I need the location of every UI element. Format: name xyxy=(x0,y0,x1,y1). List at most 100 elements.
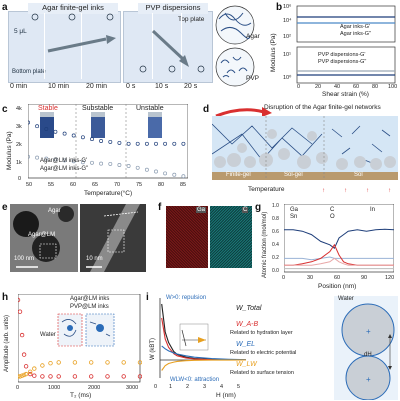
g-ytick-5: 1.0 xyxy=(272,203,279,209)
legend-pvp: PVP xyxy=(246,75,260,82)
h-point-0-1 xyxy=(18,309,23,314)
c-point-0-13 xyxy=(144,141,149,146)
h-point-1-6 xyxy=(32,366,37,371)
b-ylabel: Modulus (Pa) xyxy=(270,33,277,72)
panel-g-chart xyxy=(284,204,394,273)
c-xtick-3: 65 xyxy=(92,182,99,188)
i-w-ab: W_A-B xyxy=(236,321,259,328)
i-attraction: WLW<0: attraction xyxy=(170,377,220,383)
c-point-1-5 xyxy=(71,159,76,164)
c-point-1-16 xyxy=(172,172,177,177)
h-point-1-13 xyxy=(121,360,126,365)
panel-c-label: c xyxy=(2,104,8,115)
b-xtick-5: 100 xyxy=(388,84,398,90)
g-legend-in: In xyxy=(370,207,376,213)
c-ytick-3: 3k xyxy=(16,124,22,130)
c-point-1-8 xyxy=(99,161,104,166)
c-xtick-0: 50 xyxy=(26,182,33,188)
panel-f-label: f xyxy=(158,202,162,213)
d-temperature: Temperature xyxy=(248,186,285,193)
c-state-substable: Substable xyxy=(82,105,114,112)
h-point-0-10 xyxy=(72,374,78,379)
h-point-1-9 xyxy=(56,360,61,365)
agar-time-1: 10 min xyxy=(48,83,70,90)
c-ytick-0: 0 xyxy=(18,176,22,182)
svg-text:↑: ↑ xyxy=(344,188,347,194)
c-point-1-11 xyxy=(126,164,131,168)
vial-unstable xyxy=(148,116,162,138)
g-ytick-1: 0.2 xyxy=(272,255,279,261)
e-agar-label: Agar xyxy=(48,208,61,214)
i-ylabel: W (kBT) xyxy=(150,338,156,360)
panel-b-chart xyxy=(296,5,396,84)
h-point-0-14 xyxy=(137,374,142,379)
i-w-el: W_EL xyxy=(236,341,256,348)
c-xtick-1: 55 xyxy=(48,182,55,188)
f-ga-label: Ga xyxy=(196,207,207,213)
h-point-0-12 xyxy=(105,374,110,379)
i-xtick-5: 5 xyxy=(237,384,241,390)
i-particle-illustration: + + xyxy=(334,296,398,400)
g-xtick-0: 0 xyxy=(282,275,286,281)
f-ga-map xyxy=(166,206,208,268)
agar-arrow xyxy=(31,13,116,53)
g-ytick-4: 0.8 xyxy=(272,216,279,222)
c-point-0-8 xyxy=(99,139,104,143)
agar-time-0: 0 min xyxy=(10,83,28,90)
g-xtick-2: 60 xyxy=(334,275,341,281)
e-scale-2: 10 nm xyxy=(86,256,103,262)
c-point-1-13 xyxy=(144,167,149,172)
h-point-0-6 xyxy=(32,373,37,378)
panel-a-label: a xyxy=(2,2,8,13)
c-xtick-7: 85 xyxy=(180,182,187,188)
i-note-el: Related to electric potential xyxy=(230,350,297,356)
pvp-arrow xyxy=(139,29,205,73)
c-point-1-15 xyxy=(163,171,168,176)
c-point-0-17 xyxy=(181,141,186,146)
c-point-0-10 xyxy=(117,140,122,145)
c-point-1-17 xyxy=(181,174,186,179)
panel-c-chart xyxy=(28,104,188,179)
panel-h-chart xyxy=(18,294,142,383)
i-xlabel: H (nm) xyxy=(216,392,236,399)
g-ylabel: Atomic fraction (mol/mol) xyxy=(262,211,268,278)
c-point-0-6 xyxy=(80,135,85,140)
h-point-0-8 xyxy=(48,374,53,379)
c-point-0-16 xyxy=(172,141,177,146)
c-point-1-7 xyxy=(90,160,94,165)
b-legend-0: Agar inks-G' xyxy=(340,24,371,30)
vial-substable xyxy=(91,116,105,138)
i-xtick-4: 4 xyxy=(220,384,224,390)
c-point-0-9 xyxy=(108,139,113,144)
g-legend-ga: Ga xyxy=(290,207,299,213)
i-xtick-0: 0 xyxy=(154,384,158,390)
g-xlabel: Position (nm) xyxy=(318,283,357,290)
d-title: Disruption of the Agar finite-gel networ… xyxy=(264,104,381,111)
panel-i-label: i xyxy=(146,292,149,303)
i-xtick-1: 1 xyxy=(169,384,173,390)
c-xlabel: Temperature(°C) xyxy=(84,190,133,197)
c-state-stable: Stable xyxy=(38,105,58,112)
b-xtick-1: 20 xyxy=(315,84,322,90)
g-xtick-1: 30 xyxy=(307,275,314,281)
h-point-0-9 xyxy=(56,374,61,379)
bottom-plate-label: Bottom plate xyxy=(12,69,46,75)
d-zone-solgel: Sol-gel xyxy=(284,172,303,178)
h-point-0-13 xyxy=(121,374,126,379)
d-zone-sol: Sol xyxy=(354,172,363,178)
h-water: Water xyxy=(40,332,56,338)
b-ytick-top-2: 10² xyxy=(283,34,291,40)
h-ylabel: Amplitude (arb. units) xyxy=(4,314,10,372)
i-w-total: W_Total xyxy=(236,305,262,312)
h-point-0-0 xyxy=(18,297,21,303)
i-dh: dH xyxy=(364,352,372,358)
c-legend-0: Agar@LM inks-G' xyxy=(40,158,88,164)
svg-text:↑: ↑ xyxy=(366,188,369,194)
h-point-1-8 xyxy=(48,360,53,366)
g-ytick-2: 0.4 xyxy=(272,242,279,248)
b-ytick-top-1: 10⁴ xyxy=(283,18,292,24)
e-tem-image-1 xyxy=(10,204,78,272)
g-xtick-3: 90 xyxy=(361,275,368,281)
c-legend-1: Agar@LM inks-G" xyxy=(40,166,89,172)
c-point-1-9 xyxy=(108,161,113,166)
